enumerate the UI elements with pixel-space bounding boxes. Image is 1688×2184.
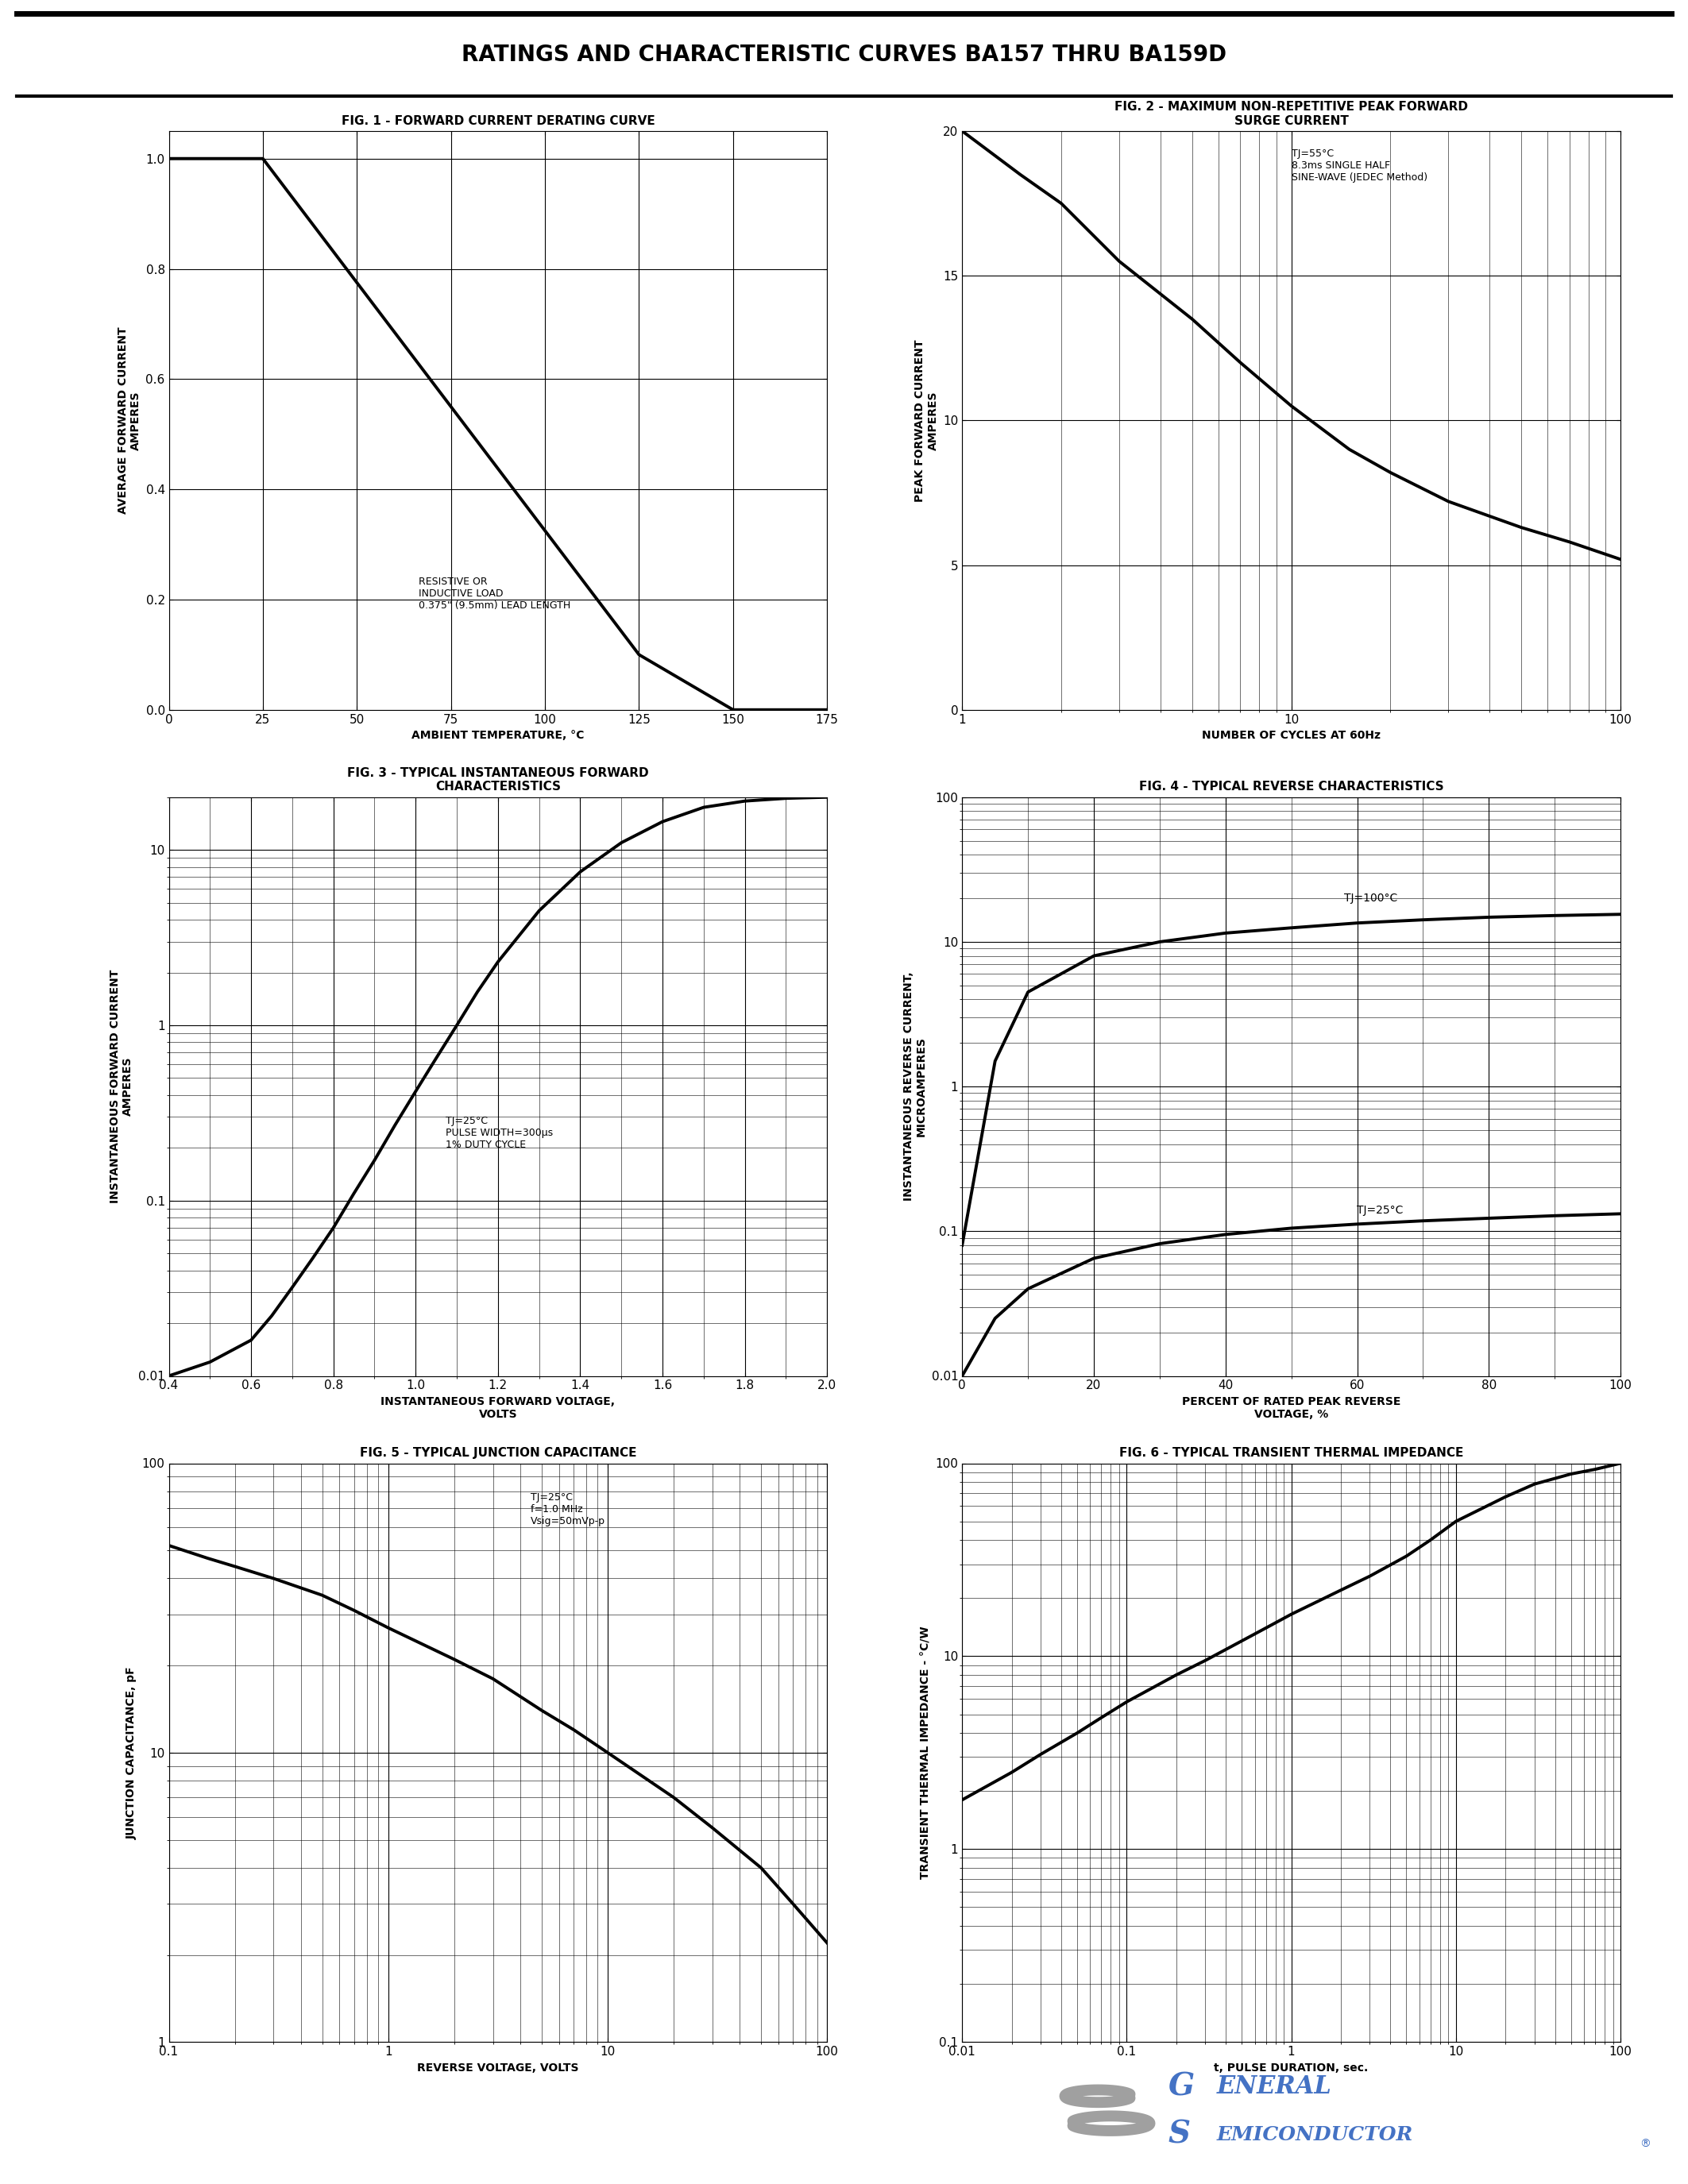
Text: G: G bbox=[1168, 2073, 1195, 2103]
Text: TJ=55°C
8.3ms SINGLE HALF
SINE-WAVE (JEDEC Method): TJ=55°C 8.3ms SINGLE HALF SINE-WAVE (JED… bbox=[1291, 149, 1428, 183]
X-axis label: PERCENT OF RATED PEAK REVERSE
VOLTAGE, %: PERCENT OF RATED PEAK REVERSE VOLTAGE, % bbox=[1182, 1396, 1401, 1420]
Y-axis label: AVERAGE FORWARD CURRENT
AMPERES: AVERAGE FORWARD CURRENT AMPERES bbox=[116, 328, 142, 513]
Text: TJ=25°C
PULSE WIDTH=300μs
1% DUTY CYCLE: TJ=25°C PULSE WIDTH=300μs 1% DUTY CYCLE bbox=[446, 1116, 552, 1149]
Text: EMICONDUCTOR: EMICONDUCTOR bbox=[1217, 2125, 1413, 2145]
Text: RESISTIVE OR
INDUCTIVE LOAD
0.375" (9.5mm) LEAD LENGTH: RESISTIVE OR INDUCTIVE LOAD 0.375" (9.5m… bbox=[419, 577, 571, 612]
Title: FIG. 3 - TYPICAL INSTANTANEOUS FORWARD
CHARACTERISTICS: FIG. 3 - TYPICAL INSTANTANEOUS FORWARD C… bbox=[348, 767, 648, 793]
Y-axis label: JUNCTION CAPACITANCE, pF: JUNCTION CAPACITANCE, pF bbox=[127, 1666, 138, 1839]
Y-axis label: PEAK FORWARD CURRENT
AMPERES: PEAK FORWARD CURRENT AMPERES bbox=[915, 339, 939, 502]
Text: S: S bbox=[1168, 2121, 1190, 2149]
Y-axis label: TRANSIENT THERMAL IMPEDANCE - °C/W: TRANSIENT THERMAL IMPEDANCE - °C/W bbox=[920, 1627, 932, 1878]
Title: FIG. 2 - MAXIMUM NON-REPETITIVE PEAK FORWARD
SURGE CURRENT: FIG. 2 - MAXIMUM NON-REPETITIVE PEAK FOR… bbox=[1114, 100, 1469, 127]
Title: FIG. 5 - TYPICAL JUNCTION CAPACITANCE: FIG. 5 - TYPICAL JUNCTION CAPACITANCE bbox=[360, 1448, 636, 1459]
Text: ENERAL: ENERAL bbox=[1217, 2075, 1332, 2099]
Title: FIG. 6 - TYPICAL TRANSIENT THERMAL IMPEDANCE: FIG. 6 - TYPICAL TRANSIENT THERMAL IMPED… bbox=[1119, 1448, 1463, 1459]
Text: TJ=25°C
f=1.0 MHz
Vsig=50mVp-p: TJ=25°C f=1.0 MHz Vsig=50mVp-p bbox=[530, 1492, 606, 1527]
Text: RATINGS AND CHARACTERISTIC CURVES BA157 THRU BA159D: RATINGS AND CHARACTERISTIC CURVES BA157 … bbox=[461, 44, 1227, 66]
X-axis label: NUMBER OF CYCLES AT 60Hz: NUMBER OF CYCLES AT 60Hz bbox=[1202, 729, 1381, 740]
X-axis label: t, PULSE DURATION, sec.: t, PULSE DURATION, sec. bbox=[1214, 2062, 1369, 2073]
Text: TJ=100°C: TJ=100°C bbox=[1344, 893, 1398, 904]
X-axis label: REVERSE VOLTAGE, VOLTS: REVERSE VOLTAGE, VOLTS bbox=[417, 2062, 579, 2073]
Y-axis label: INSTANTANEOUS FORWARD CURRENT
AMPERES: INSTANTANEOUS FORWARD CURRENT AMPERES bbox=[110, 970, 133, 1203]
Title: FIG. 1 - FORWARD CURRENT DERATING CURVE: FIG. 1 - FORWARD CURRENT DERATING CURVE bbox=[341, 116, 655, 127]
X-axis label: AMBIENT TEMPERATURE, °C: AMBIENT TEMPERATURE, °C bbox=[412, 729, 584, 740]
Y-axis label: INSTANTANEOUS REVERSE CURRENT,
MICROAMPERES: INSTANTANEOUS REVERSE CURRENT, MICROAMPE… bbox=[903, 972, 927, 1201]
Text: ®: ® bbox=[1639, 2138, 1651, 2149]
Text: TJ=25°C: TJ=25°C bbox=[1357, 1206, 1403, 1216]
Title: FIG. 4 - TYPICAL REVERSE CHARACTERISTICS: FIG. 4 - TYPICAL REVERSE CHARACTERISTICS bbox=[1139, 782, 1443, 793]
X-axis label: INSTANTANEOUS FORWARD VOLTAGE,
VOLTS: INSTANTANEOUS FORWARD VOLTAGE, VOLTS bbox=[381, 1396, 614, 1420]
